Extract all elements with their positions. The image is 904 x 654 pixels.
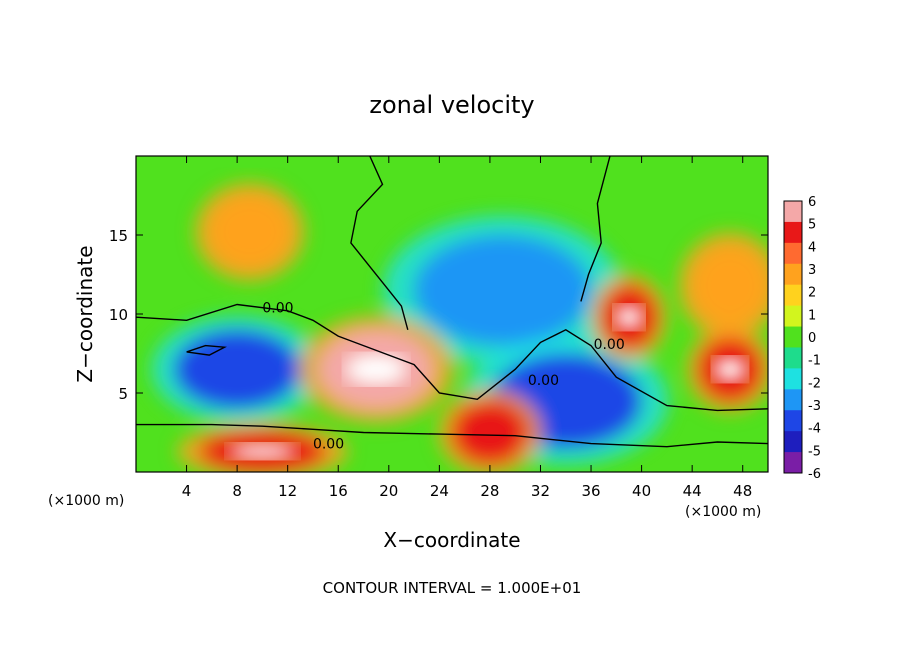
colorbar-frame	[783, 200, 803, 474]
colorbar-label-4: 3	[808, 263, 816, 278]
field-core-4	[173, 329, 301, 409]
zero-contours: 0.00 0.00 0.00 0.00	[136, 156, 768, 452]
contour-interval-footer: CONTOUR INTERVAL = 1.000E+01	[323, 579, 582, 597]
x-tick-label-32: 32	[531, 482, 550, 500]
x-tick-label-12: 12	[278, 482, 297, 500]
x-tick-label-48: 48	[733, 482, 752, 500]
x-unit-left: (×1000 m)	[48, 493, 124, 509]
x-tick-label-20: 20	[379, 482, 398, 500]
colorbar-label-1: 6	[808, 195, 816, 210]
x-tick-label-36: 36	[581, 482, 600, 500]
colorbar-label-2: 5	[808, 218, 816, 233]
colorbar-label-11: -4	[808, 422, 821, 437]
x-unit-right: (×1000 m)	[685, 504, 761, 520]
plot-area: 0.00 0.00 0.00 0.00	[135, 155, 769, 473]
contour-line-4	[580, 156, 611, 302]
colorbar: 6 5 4 3 2 1 0 -1 -2 -3 -4 -5 -6	[783, 195, 821, 482]
colorbar-label-3: 4	[808, 240, 816, 255]
colorbar-swatch-12	[784, 431, 802, 453]
colorbar-swatch-1	[784, 201, 802, 223]
contour-label-1: 0.00	[262, 300, 293, 316]
y-tick-label-10: 10	[109, 306, 128, 324]
colorbar-label-9: -2	[808, 376, 821, 391]
y-tick-label-5: 5	[118, 385, 128, 403]
colorbar-swatch-7	[784, 326, 802, 348]
x-tick-label-24: 24	[430, 482, 449, 500]
colorbar-label-8: -1	[808, 354, 821, 369]
colorbar-label-12: -5	[808, 444, 821, 459]
colorbar-swatch-3	[784, 242, 802, 265]
saturated-core-1	[344, 353, 408, 386]
x-axis-label: X−coordinate	[383, 528, 520, 552]
colorbar-swatch-4	[784, 263, 802, 286]
field-core-3	[414, 234, 592, 346]
x-tick-label-8: 8	[232, 482, 242, 500]
x-tick-label-4: 4	[182, 482, 192, 500]
y-axis-ticks: 5 10 15	[109, 227, 768, 403]
contour-label-4: 0.00	[594, 337, 625, 353]
contour-label-2: 0.00	[313, 436, 344, 452]
x-tick-label-28: 28	[480, 482, 499, 500]
contour-line-5	[186, 344, 227, 356]
colorbar-label-13: -6	[808, 467, 821, 482]
saturated-core-3	[227, 443, 298, 460]
field-core-2	[692, 246, 768, 326]
colorbar-label-10: -3	[808, 399, 821, 414]
y-tick-label-15: 15	[109, 227, 128, 245]
colorbar-swatch-9	[784, 368, 802, 390]
field-blobs	[151, 182, 768, 472]
x-axis-ticks: 4 8 12 16 20 24 28 32 36 40 44 48	[182, 156, 752, 500]
y-axis-label: Z−coordinate	[73, 245, 97, 382]
saturated-core-2	[613, 304, 645, 330]
contour-line-3	[350, 156, 409, 330]
velocity-field	[151, 182, 768, 472]
field-core-8	[452, 400, 528, 465]
saturated-core-4	[712, 356, 748, 382]
colorbar-swatch-6	[784, 305, 802, 328]
contour-line-2	[136, 423, 768, 448]
colorbar-label-6: 1	[808, 308, 816, 323]
chart-title: zonal velocity	[369, 91, 534, 119]
colorbar-swatch-5	[784, 284, 802, 307]
x-tick-label-40: 40	[632, 482, 651, 500]
colorbar-swatch-10	[784, 389, 802, 411]
x-tick-label-44: 44	[683, 482, 702, 500]
contour-label-3: 0.00	[528, 373, 559, 389]
colorbar-swatch-13	[784, 452, 802, 474]
colorbar-swatch-11	[784, 410, 802, 432]
x-tick-label-16: 16	[329, 482, 348, 500]
colorbar-swatch-2	[784, 221, 802, 244]
colorbar-label-7: 0	[808, 331, 816, 346]
field-core-1	[209, 195, 291, 269]
colorbar-swatch-8	[784, 347, 802, 369]
colorbar-label-5: 2	[808, 286, 816, 301]
contour-line-1	[136, 303, 768, 412]
